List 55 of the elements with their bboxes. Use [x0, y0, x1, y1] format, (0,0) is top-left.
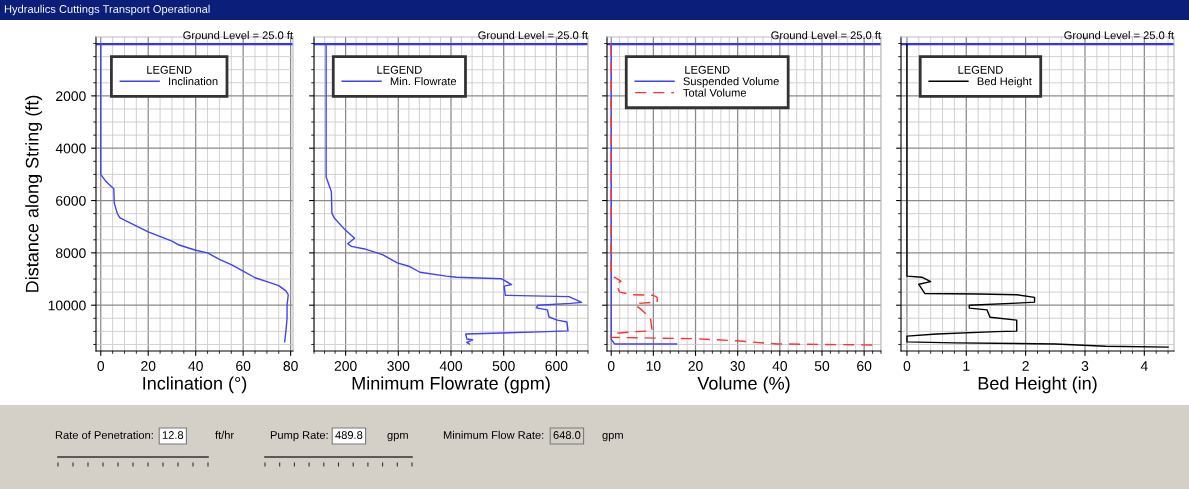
y-tick-label: 4000	[55, 143, 86, 154]
legend-title: LEGEND	[377, 65, 422, 74]
legend-title: LEGEND	[685, 65, 730, 74]
x-tick-label: 0	[97, 361, 105, 371]
ref-line-label: Ground Level = 25.0 ft	[478, 31, 588, 40]
y-tick-label: 8000	[55, 248, 86, 259]
text: 12.8	[162, 431, 184, 439]
text: 648.0	[553, 431, 581, 439]
x-tick-label: 3	[1081, 361, 1089, 371]
x-tick-label: 40	[188, 361, 203, 371]
ref-line-label: Ground Level = 25.0 ft	[1064, 31, 1174, 40]
y-tick-label: 6000	[56, 195, 86, 206]
legend-title: LEGEND	[147, 65, 192, 74]
ref-line-label: Ground Level = 25.0 ft	[771, 31, 881, 40]
x-tick-label: 0	[607, 361, 615, 371]
text: Minimum Flow Rate:	[443, 430, 544, 439]
text: 489.8	[335, 431, 363, 439]
ref-line-label: Ground Level = 25.0 ft	[183, 31, 293, 40]
x-axis-title: Bed Height (in)	[978, 376, 1097, 394]
text: gpm	[602, 432, 623, 442]
legend-title: LEGEND	[958, 65, 1003, 74]
x-tick-label: 10	[646, 361, 661, 371]
x-axis-title: Volume (%)	[697, 376, 790, 394]
x-tick-label: 50	[814, 361, 830, 371]
x-tick-label: 400	[439, 361, 463, 371]
x-tick-label: 60	[857, 361, 872, 371]
x-tick-label: 600	[545, 361, 568, 371]
y-tick-label: 10000	[48, 300, 86, 311]
text: gpm	[387, 432, 408, 442]
y-tick-label: 2000	[56, 91, 86, 102]
x-tick-label: 200	[334, 361, 357, 371]
text: Pump Rate:	[270, 431, 328, 442]
chart-title: Hydraulics Cuttings Transport Operational	[4, 4, 210, 16]
x-tick-label: 4	[1140, 361, 1148, 371]
legend-label: Suspended Volume	[683, 77, 779, 88]
legend-label: Total Volume	[683, 88, 747, 97]
x-tick-label: 300	[387, 361, 410, 371]
x-tick-label: 1	[963, 361, 970, 371]
x-tick-label: 20	[688, 361, 703, 371]
y-axis-title: Distance along String (ft)	[25, 95, 43, 292]
x-tick-label: 500	[492, 361, 515, 371]
x-tick-label: 60	[236, 361, 251, 371]
legend-label: Min. Flowrate	[390, 77, 457, 86]
text: ft/hr	[215, 430, 234, 439]
x-axis-title: Inclination (°)	[143, 376, 247, 394]
text: Rate of Penetration:	[55, 430, 153, 439]
x-tick-label: 40	[772, 361, 788, 371]
legend-label: Bed Height	[977, 77, 1032, 88]
x-axis-title: Minimum Flowrate (gpm)	[352, 376, 550, 394]
x-tick-label: 30	[730, 361, 745, 371]
x-tick-label: 0	[903, 361, 911, 371]
x-tick-label: 20	[141, 361, 156, 371]
x-tick-label: 2	[1022, 361, 1029, 371]
x-tick-label: 80	[283, 361, 298, 371]
legend-label: Inclination	[169, 77, 218, 86]
